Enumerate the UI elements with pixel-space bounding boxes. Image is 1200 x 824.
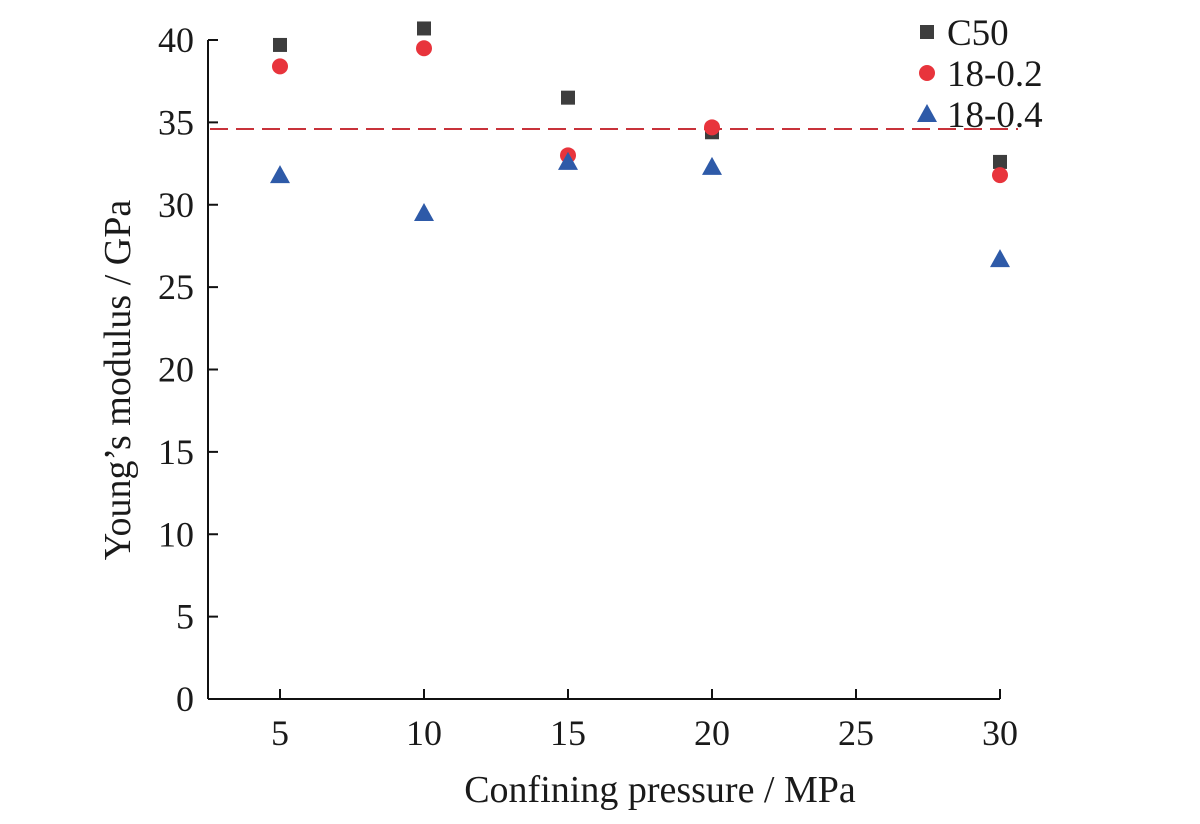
data-point-triangle (414, 202, 434, 221)
legend-marker-square (920, 25, 934, 39)
legend-marker-triangle (917, 104, 937, 122)
data-marks-layer (270, 21, 1010, 268)
y-tick-label: 5 (176, 597, 194, 637)
data-point-circle (272, 58, 288, 75)
x-tick-label: 5 (271, 713, 289, 753)
y-tick-label: 25 (158, 267, 194, 307)
y-tick-label: 10 (158, 514, 194, 554)
x-tick-label: 20 (694, 713, 730, 753)
x-tick-label: 15 (550, 713, 586, 753)
y-tick-label: 0 (176, 679, 194, 719)
y-tick-label: 20 (158, 350, 194, 390)
legend-marker-circle (919, 65, 935, 81)
x-tick-label: 10 (406, 713, 442, 753)
legend-label: 18-0.4 (947, 95, 1043, 136)
legend-label: 18-0.2 (947, 54, 1043, 95)
data-point-square (993, 154, 1007, 169)
axes-layer: 0 5 10 15 20 25 30 35 40 5 10 15 20 25 30 (158, 20, 1018, 753)
y-tick-label: 15 (158, 432, 194, 472)
series-C50 (273, 21, 1007, 169)
y-tick-label: 30 (158, 185, 194, 225)
x-tick-label: 30 (982, 713, 1018, 753)
data-point-triangle (558, 151, 578, 170)
data-point-square (561, 90, 575, 105)
data-point-triangle (990, 249, 1010, 268)
data-point-triangle (270, 165, 290, 184)
data-point-circle (416, 40, 432, 57)
series-18-0-4 (270, 151, 1010, 268)
data-point-circle (992, 167, 1008, 184)
data-point-square (273, 37, 287, 52)
y-tick-label: 40 (158, 20, 194, 60)
x-tick-label: 25 (838, 713, 874, 753)
data-point-circle (704, 119, 720, 136)
legend-label: C50 (947, 13, 1009, 54)
y-axis-title: Young’s modulus / GPa (97, 200, 139, 561)
x-axis-title: Confining pressure / MPa (464, 769, 856, 811)
y-tick-label: 35 (158, 102, 194, 142)
data-point-triangle (702, 156, 722, 175)
data-point-square (417, 21, 431, 36)
series-18-0-2 (272, 40, 1008, 184)
